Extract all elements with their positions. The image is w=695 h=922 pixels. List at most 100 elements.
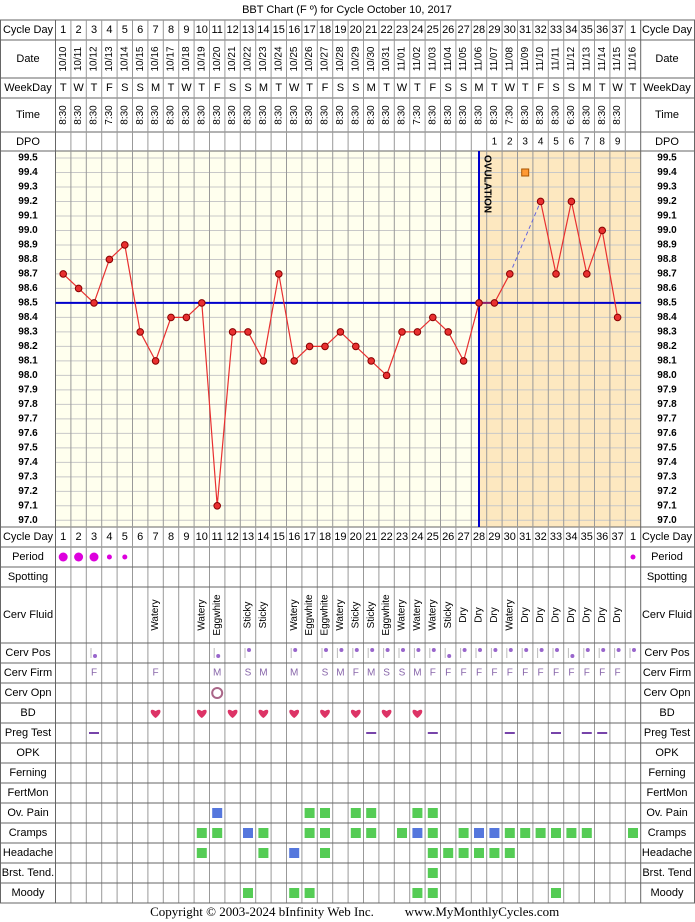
cycle-day: 22 (380, 24, 392, 36)
cycle-day: 10 (196, 24, 208, 36)
date: 11/03 (427, 46, 438, 71)
y-tick-label: 98.8 (18, 254, 38, 265)
row-label: Cramps (9, 827, 48, 839)
row-label-right: Cramps (648, 827, 687, 839)
cerv-firm: M (413, 668, 421, 679)
time: 8:30 (227, 105, 238, 125)
cerv-fluid: Watery (412, 599, 423, 630)
temp-point (490, 299, 499, 307)
time: 8:30 (474, 105, 485, 125)
cerv-firm: F (445, 668, 451, 679)
time: 8:30 (212, 105, 223, 125)
period-dot (89, 552, 99, 562)
weekday: S (337, 82, 344, 94)
luteal-shade (479, 151, 641, 527)
bd-heart (196, 709, 207, 718)
weekday: F (106, 82, 113, 94)
y-tick-label: 98.2 (18, 341, 38, 352)
cerv-pos-dot (555, 648, 559, 652)
cycle-day-bottom: 4 (106, 531, 112, 543)
cycle-day-bottom: 1 (60, 531, 66, 543)
weekday: S (121, 82, 128, 94)
weekday: M (474, 82, 483, 94)
dpo: 5 (553, 137, 559, 148)
site-url[interactable]: www.MyMonthlyCycles.com (405, 904, 559, 919)
y-tick-label-right: 98.4 (657, 312, 677, 323)
y-tick-label-right: 98.6 (657, 283, 677, 294)
row-label: Cerv Fluid (3, 609, 53, 621)
cycle-day-bottom: 25 (427, 531, 439, 543)
date: 10/15 (135, 46, 146, 71)
site-link[interactable]: www.MyMonthlyCycles.com (405, 904, 559, 919)
cycle-day: 3 (91, 24, 97, 36)
bd-heart (258, 709, 269, 718)
date: 10/20 (212, 46, 223, 71)
cycle-day-bottom: 34 (565, 531, 577, 543)
dpo: 6 (569, 137, 575, 148)
symptom (458, 828, 469, 838)
date: 10/23 (258, 46, 269, 71)
y-tick-label: 99.1 (18, 211, 38, 222)
temp-point (352, 342, 360, 351)
time: 8:30 (89, 105, 100, 125)
cerv-pos-dot (370, 648, 375, 652)
symptom (489, 828, 500, 838)
time: 8:30 (135, 105, 146, 125)
cerv-pos-dot (431, 648, 436, 652)
cerv-fluid: Eggwhite (381, 594, 392, 636)
cycle-day: 17 (303, 24, 315, 36)
y-tick-label-right: 98.8 (657, 254, 677, 265)
row-label: BD (20, 707, 35, 719)
excluded-temp (521, 168, 530, 177)
cerv-firm: M (290, 668, 298, 679)
temp-point (598, 226, 607, 235)
time: 8:30 (289, 105, 300, 125)
weekday: T (275, 82, 282, 94)
bd-heart (350, 709, 361, 718)
cycle-day-bottom: 16 (288, 531, 300, 543)
cycle-day-bottom: 31 (519, 531, 531, 543)
time: 8:30 (597, 105, 608, 125)
bd-heart (227, 709, 238, 718)
cycle-day: 5 (122, 24, 128, 36)
row-label-right: Brst. Tend (642, 867, 691, 879)
cycle-day: 30 (504, 24, 516, 36)
cerv-fluid: Watery (504, 599, 515, 630)
cycle-day-bottom: 32 (534, 531, 546, 543)
y-tick-label-right: 97.3 (657, 471, 677, 482)
symptom (458, 848, 469, 858)
time: 8:30 (58, 105, 69, 125)
cerv-firm: F (507, 668, 513, 679)
temp-line (540, 201, 619, 318)
cerv-pos-dot (539, 648, 544, 652)
cerv-firm: S (383, 668, 390, 679)
bd-heart (381, 709, 392, 718)
weekday: S (244, 82, 251, 94)
row-label: Cerv Opn (4, 687, 51, 699)
row-label-right: DPO (655, 136, 679, 148)
cerv-firm: F (568, 668, 574, 679)
cycle-day: 1 (630, 24, 636, 36)
time: 8:30 (73, 105, 84, 125)
cycle-day: 12 (226, 24, 238, 36)
date: 10/29 (350, 46, 361, 71)
time: 8:30 (243, 105, 254, 125)
cerv-fluid: Dry (489, 607, 500, 623)
date: 11/08 (504, 46, 515, 71)
bd-heart (289, 709, 300, 718)
temp-point (444, 328, 453, 336)
temp-point (567, 197, 576, 206)
cerv-fluid: Dry (597, 607, 608, 623)
symptom (258, 848, 269, 858)
cerv-firm: F (430, 668, 436, 679)
weekday: M (151, 82, 160, 94)
row-label: Cerv Pos (5, 647, 51, 659)
cerv-fluid: Sticky (366, 602, 377, 629)
temp-point (475, 299, 483, 307)
y-tick-label: 97.9 (18, 385, 38, 396)
time: 8:30 (304, 105, 315, 125)
date: 11/16 (628, 46, 639, 71)
cerv-firm: F (584, 668, 590, 679)
cerv-pos-dot (524, 648, 529, 652)
temp-point (136, 328, 144, 336)
